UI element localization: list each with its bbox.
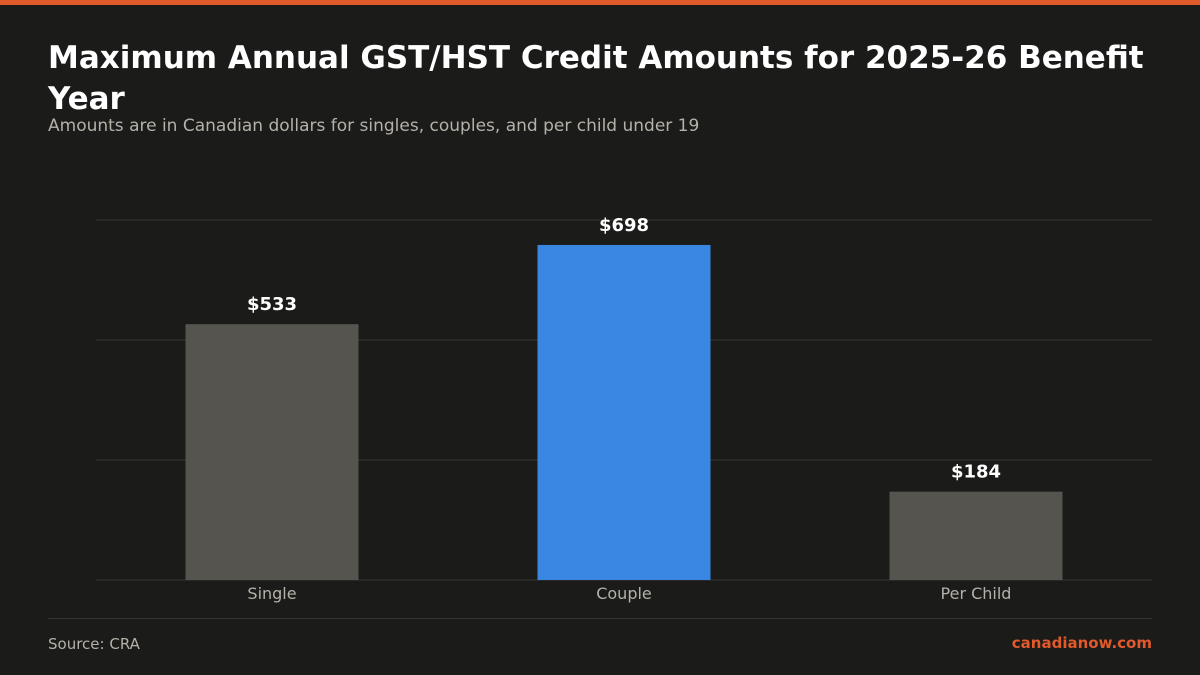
chart-subtitle: Amounts are in Canadian dollars for sing… [48,116,700,136]
footer-divider [48,618,1152,619]
tick-label-single: Single [247,584,296,603]
source-note: Source: CRA [48,635,140,653]
top-accent-bar [0,0,1200,5]
tick-label-couple: Couple [596,584,652,603]
data-label-couple: $698 [599,215,649,236]
brand-link[interactable]: canadianow.com [1011,634,1152,652]
chart-title: Maximum Annual GST/HST Credit Amounts fo… [48,40,1144,117]
data-label-single: $533 [247,294,297,315]
bars [185,244,1063,580]
bar-single [185,324,359,580]
data-labels: $533 $698 $184 [247,215,1001,483]
x-tick-labels: Single Couple Per Child [247,584,1011,603]
tick-label-per-child: Per Child [941,584,1012,603]
bar-per-child [889,491,1063,580]
data-label-per-child: $184 [951,462,1001,483]
bar-couple [537,244,711,580]
